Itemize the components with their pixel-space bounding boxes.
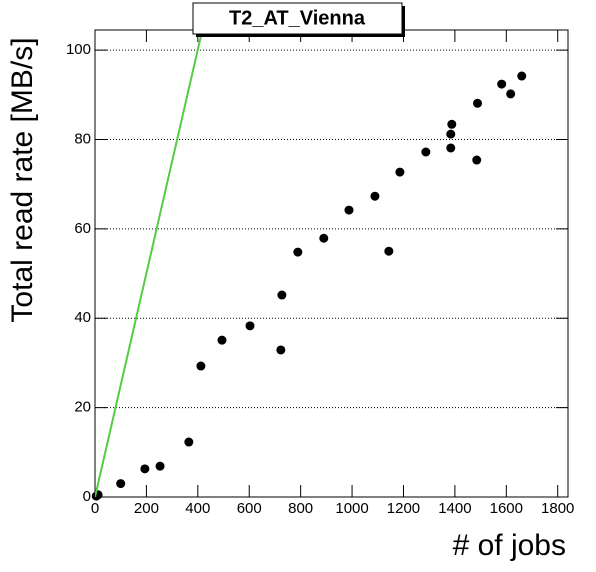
data-point — [384, 246, 394, 256]
y-tick-label: 100 — [66, 41, 91, 58]
x-tick-label: 1600 — [490, 500, 523, 517]
y-tick-label: 20 — [74, 399, 91, 416]
chart-title: T2_AT_Vienna — [229, 7, 366, 29]
data-point — [217, 335, 227, 345]
y-axis-label: Total read rate [MB/s] — [6, 37, 39, 322]
data-point — [497, 79, 507, 89]
x-tick-label: 800 — [288, 500, 313, 517]
x-tick-label: 1200 — [387, 500, 420, 517]
data-point — [517, 71, 527, 81]
data-point — [155, 461, 165, 471]
x-tick-label: 1400 — [438, 500, 471, 517]
x-tick-label: 1800 — [541, 500, 574, 517]
data-point — [472, 155, 482, 165]
x-axis-label: # of jobs — [453, 529, 566, 562]
data-point — [140, 464, 150, 474]
x-tick-label: 200 — [134, 500, 159, 517]
data-point — [395, 167, 405, 177]
y-tick-label: 60 — [74, 220, 91, 237]
data-point — [293, 247, 303, 257]
data-point — [370, 191, 380, 201]
data-point — [319, 233, 329, 243]
data-point — [421, 147, 431, 157]
data-point — [473, 98, 483, 108]
x-tick-label: 400 — [185, 500, 210, 517]
y-tick-label: 0 — [83, 488, 91, 505]
data-point — [446, 129, 456, 139]
data-point — [276, 345, 286, 355]
fit-line — [95, 34, 203, 497]
data-point — [277, 290, 287, 300]
x-tick-label: 1000 — [335, 500, 368, 517]
data-point — [184, 437, 194, 447]
data-point — [93, 490, 103, 500]
data-point — [196, 361, 206, 371]
data-point — [344, 205, 354, 215]
title-box — [192, 2, 403, 35]
data-point — [245, 321, 255, 331]
plot-frame — [94, 29, 569, 498]
y-tick-label: 40 — [74, 309, 91, 326]
x-tick-label: 600 — [237, 500, 262, 517]
y-tick-label: 80 — [74, 130, 91, 147]
data-point — [506, 89, 516, 99]
data-point — [116, 479, 126, 489]
data-point — [446, 143, 456, 153]
data-point — [447, 119, 457, 129]
x-tick-label: 0 — [91, 500, 99, 517]
